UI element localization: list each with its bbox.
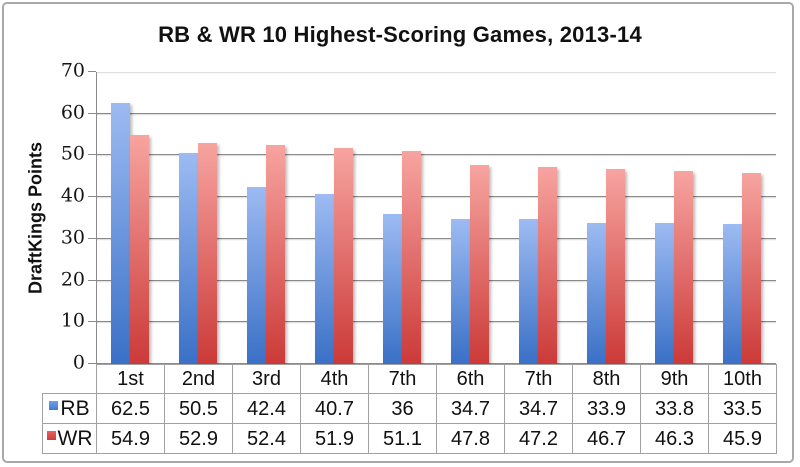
y-tick-40 [88,196,96,198]
gridline-20 [96,279,776,281]
series-label-rb: RB [60,397,90,420]
legend-swatch-rb [49,401,59,410]
legend-cell-rb: RB [42,393,97,424]
series-label-wr: WR [57,427,93,450]
value-cell-rb-2nd: 50.5 [164,393,233,424]
category-header-9th: 9th [640,364,709,394]
y-tick-label-60: 60 [60,101,85,124]
y-tick-label-20: 20 [60,268,85,291]
category-header-7th: 7th [504,364,573,394]
value-cell-rb-8th: 33.9 [572,393,641,424]
bar-rb-1st [111,103,130,364]
bar-rb-6th [451,219,470,364]
category-header-7th: 7th [368,364,437,394]
y-tick-label-30: 30 [60,226,85,249]
category-header-1st: 1st [96,364,165,394]
bar-rb-4th [315,194,334,364]
legend-swatch-wr [46,431,56,440]
value-cell-rb-9th: 33.8 [640,393,709,424]
bar-wr-4th [334,148,353,364]
chart-outer-border [2,2,794,463]
bar-wr-6th [470,165,489,364]
bar-wr-10th [742,173,761,364]
gridline-40 [96,196,776,198]
bar-rb-10th [723,224,742,364]
y-tick-label-10: 10 [60,309,85,332]
value-cell-rb-4th: 40.7 [300,393,369,424]
bar-rb-7th [383,214,402,364]
bar-rb-8th [587,223,606,364]
gridline-0 [96,363,776,364]
value-cell-wr-2nd: 52.9 [164,423,233,454]
bar-wr-8th [606,169,625,364]
y-tick-20 [88,279,96,281]
bar-rb-3rd [247,187,266,364]
value-cell-rb-1st: 62.5 [96,393,165,424]
value-cell-wr-10th: 45.9 [708,423,777,454]
y-axis-line [96,72,97,364]
y-tick-10 [88,321,96,323]
category-header-2nd: 2nd [164,364,233,394]
bar-rb-9th [655,223,674,364]
value-cell-rb-7th: 36 [368,393,437,424]
value-cell-rb-7th: 34.7 [504,393,573,424]
value-cell-wr-7th: 51.1 [368,423,437,454]
value-cell-rb-3rd: 42.4 [232,393,301,424]
bar-wr-1st [130,135,149,364]
gridline-30 [96,237,776,239]
bar-wr-2nd [198,143,217,364]
bar-rb-2nd [179,153,198,364]
bar-wr-3rd [266,145,285,364]
y-tick-60 [88,112,96,114]
bar-wr-7th [538,167,557,364]
y-tick-30 [88,237,96,239]
legend-cell-wr: WR [42,423,97,454]
value-cell-wr-4th: 51.9 [300,423,369,454]
value-cell-wr-7th: 47.2 [504,423,573,454]
category-header-6th: 6th [436,364,505,394]
category-header-10th: 10th [708,364,777,394]
y-tick-label-40: 40 [60,184,85,207]
value-cell-wr-6th: 47.8 [436,423,505,454]
plot-area [96,72,776,364]
value-cell-rb-6th: 34.7 [436,393,505,424]
category-header-8th: 8th [572,364,641,394]
category-header-3rd: 3rd [232,364,301,394]
bar-wr-9th [674,171,693,364]
gridline-10 [96,321,776,323]
value-cell-rb-10th: 33.5 [708,393,777,424]
value-cell-wr-3rd: 52.4 [232,423,301,454]
y-tick-label-70: 70 [60,59,85,82]
gridline-50 [96,154,776,156]
y-tick-50 [88,154,96,156]
chart-title: RB & WR 10 Highest-Scoring Games, 2013-1… [158,22,642,47]
bar-wr-7th [402,151,421,364]
value-cell-wr-9th: 46.3 [640,423,709,454]
y-tick-label-50: 50 [60,142,85,165]
value-cell-wr-1st: 54.9 [96,423,165,454]
y-tick-0 [88,363,96,364]
value-cell-wr-8th: 46.7 [572,423,641,454]
bar-rb-7th [519,219,538,364]
y-tick-label-0: 0 [72,351,85,374]
y-tick-70 [88,71,96,72]
category-header-4th: 4th [300,364,369,394]
gridline-60 [96,112,776,114]
